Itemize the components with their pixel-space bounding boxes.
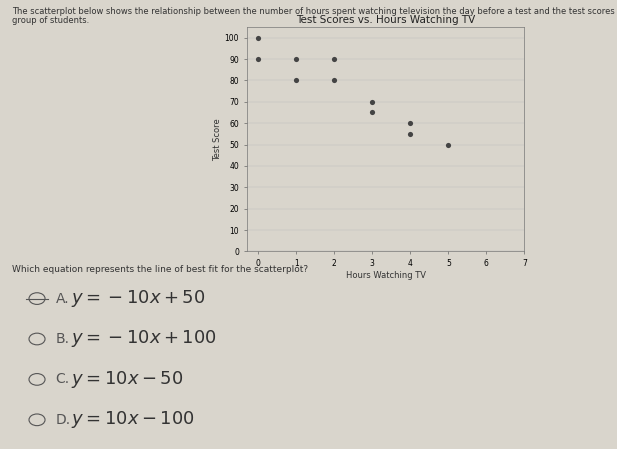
Point [253,55,263,62]
Text: A.: A. [56,291,69,306]
Point [329,55,339,62]
Point [291,55,301,62]
Point [291,77,301,84]
Point [253,34,263,41]
Text: $y = -10x + 100$: $y = -10x + 100$ [71,329,217,349]
Text: The scatterplot below shows the relationship between the number of hours spent w: The scatterplot below shows the relation… [12,7,617,16]
Point [444,141,453,148]
Text: $y = 10x - 50$: $y = 10x - 50$ [71,369,183,390]
Text: D.: D. [56,413,71,427]
X-axis label: Hours Watching TV: Hours Watching TV [346,271,426,280]
Point [405,130,415,137]
Text: $y = -10x + 50$: $y = -10x + 50$ [71,288,205,309]
Point [367,109,377,116]
Text: group of students.: group of students. [12,16,89,25]
Point [329,77,339,84]
Title: Test Scores vs. Hours Watching TV: Test Scores vs. Hours Watching TV [296,15,475,25]
Point [367,98,377,106]
Text: Which equation represents the line of best fit for the scatterplot?: Which equation represents the line of be… [12,265,308,274]
Text: B.: B. [56,332,70,346]
Text: $y = 10x - 100$: $y = 10x - 100$ [71,409,195,430]
Y-axis label: Test Score: Test Score [213,118,222,161]
Text: C.: C. [56,372,70,387]
Point [405,119,415,127]
